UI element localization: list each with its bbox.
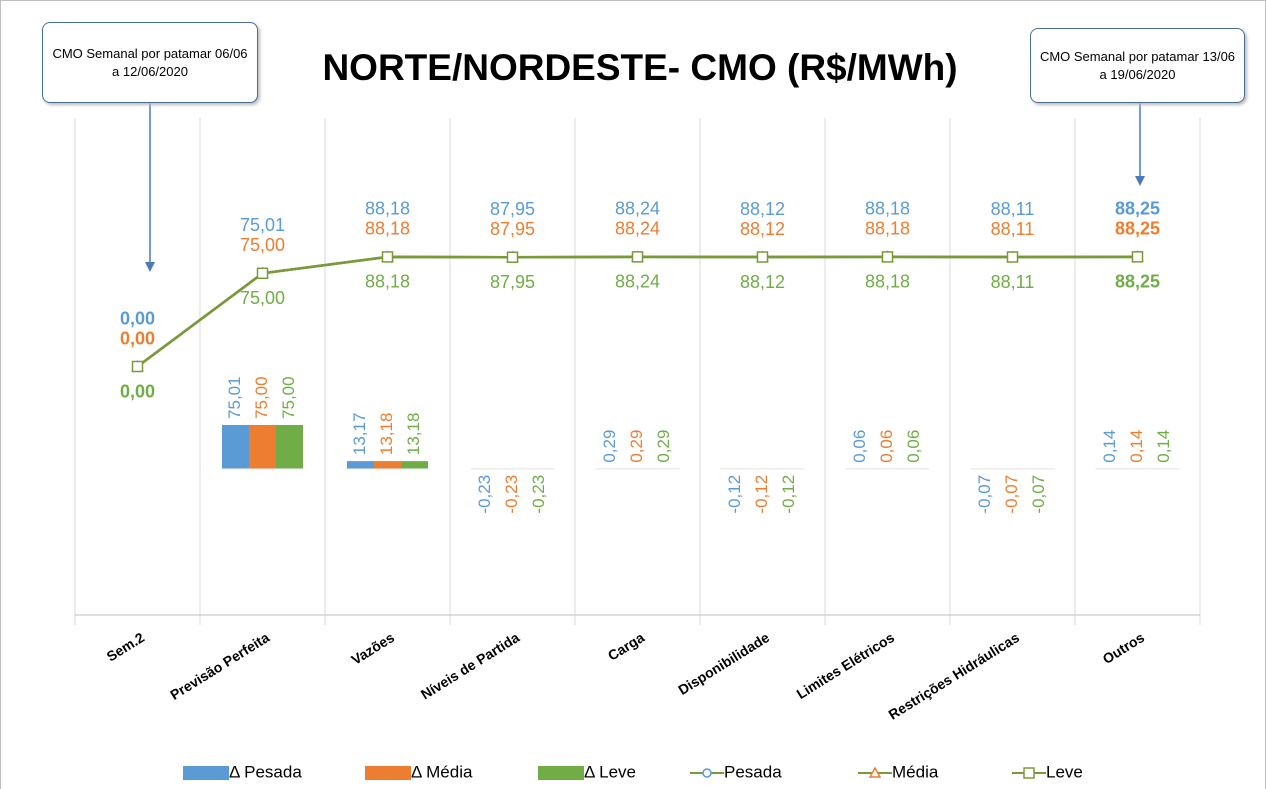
- bar-value-label: -0,07: [975, 475, 994, 514]
- x-tick-label: Limites Elétricos: [794, 629, 898, 702]
- bar-value-label: -0,12: [779, 475, 798, 514]
- marker: [631, 251, 644, 263]
- legend-label: Δ Pesada: [229, 762, 302, 781]
- line-value-label: 88,12: [740, 272, 785, 292]
- marker: [131, 360, 144, 373]
- legend-label: Pesada: [724, 762, 782, 781]
- bar: [249, 424, 276, 469]
- callout: CMO Semanal por patamar 06/06 a 12/06/20…: [42, 22, 258, 103]
- bar-value-label: -0,23: [529, 475, 548, 514]
- bar: [401, 461, 428, 469]
- x-tick-label: Restrições Hidráulicas: [886, 629, 1023, 723]
- line-value-label: 0,00: [120, 381, 155, 401]
- bar-value-label: 0,29: [627, 430, 646, 463]
- line-value-label: 88,12: [740, 199, 785, 219]
- x-tick-label: Outros: [1100, 629, 1148, 667]
- line-value-label: 88,18: [365, 219, 410, 239]
- legend-label: Δ Leve: [584, 762, 636, 781]
- bar-value-label: -0,12: [725, 475, 744, 514]
- bar-value-label: 75,00: [252, 376, 271, 419]
- bar-value-label: 0,06: [904, 430, 923, 463]
- legend-swatch: [538, 766, 584, 780]
- line-value-label: 75,00: [240, 235, 285, 255]
- bar-value-label: 0,06: [850, 430, 869, 463]
- legend-marker: [702, 768, 712, 778]
- line-value-label: 88,24: [615, 272, 660, 292]
- legend-swatch: [365, 766, 411, 780]
- bar-value-label: 0,06: [877, 430, 896, 463]
- line-value-label: 0,00: [120, 308, 155, 328]
- chart-title: NORTE/NORDESTE- CMO (R$/MWh): [322, 47, 957, 88]
- bar-value-label: -0,23: [475, 475, 494, 514]
- marker: [506, 251, 519, 263]
- x-tick-label: Previsão Perfeita: [167, 629, 272, 703]
- bar-value-label: 13,17: [350, 413, 369, 456]
- legend-swatch: [183, 766, 229, 780]
- marker: [1131, 251, 1144, 263]
- bar-value-label: 13,18: [404, 413, 423, 456]
- marker: [381, 251, 394, 263]
- bar-value-label: -0,07: [1029, 475, 1048, 514]
- line-value-label: 87,95: [490, 272, 535, 292]
- bar-value-label: -0,23: [502, 475, 521, 514]
- bar: [222, 424, 249, 469]
- bar-value-label: 0,29: [654, 430, 673, 463]
- bar: [276, 424, 303, 469]
- x-tick-label: Sem.2: [104, 629, 148, 665]
- line-value-label: 87,95: [490, 199, 535, 219]
- line-value-label: 88,18: [365, 272, 410, 292]
- line-value-label: 88,18: [865, 199, 910, 219]
- line-value-label: 88,18: [365, 199, 410, 219]
- bar-value-label: 0,29: [600, 430, 619, 463]
- bar: [347, 461, 374, 469]
- line-value-label: 88,24: [615, 219, 660, 239]
- arrow-head: [145, 262, 155, 272]
- bar-value-label: 0,14: [1127, 430, 1146, 463]
- line-value-label: 88,18: [865, 219, 910, 239]
- x-tick-label: Vazões: [348, 629, 397, 668]
- bar-value-label: 75,01: [225, 376, 244, 419]
- legend-marker: [868, 766, 882, 778]
- x-tick-label: Disponibilidade: [675, 629, 772, 698]
- bar-value-label: -0,12: [752, 475, 771, 514]
- bar-value-label: 0,14: [1154, 430, 1173, 463]
- callout: CMO Semanal por patamar 13/06 a 19/06/20…: [1030, 28, 1245, 103]
- bar-value-label: 0,14: [1100, 430, 1119, 463]
- line-value-label: 75,00: [240, 288, 285, 308]
- arrow-head: [1135, 176, 1145, 186]
- marker: [256, 267, 269, 280]
- line-value-label: 88,11: [991, 219, 1035, 239]
- x-tick-label: Carga: [605, 629, 647, 664]
- line-value-label: 88,11: [991, 199, 1035, 219]
- line-value-label: 75,01: [240, 215, 285, 235]
- legend-label: Δ Média: [411, 762, 473, 781]
- line-value-label: 88,24: [615, 199, 660, 219]
- line-value-label: 88,12: [740, 219, 785, 239]
- legend-marker: [1023, 767, 1035, 779]
- bar-value-label: -0,07: [1002, 475, 1021, 514]
- line-value-label: 88,25: [1115, 272, 1160, 292]
- bar-value-label: 13,18: [377, 413, 396, 456]
- legend-label: Leve: [1046, 762, 1083, 781]
- line-value-label: 0,00: [120, 328, 155, 348]
- marker: [1006, 251, 1019, 263]
- bar: [374, 461, 401, 469]
- legend-label: Média: [892, 762, 939, 781]
- bar-value-label: 75,00: [279, 376, 298, 419]
- x-tick-label: Níveis de Partida: [418, 629, 522, 702]
- line-value-label: 88,25: [1115, 219, 1160, 239]
- marker: [756, 251, 769, 263]
- marker: [881, 251, 894, 263]
- line-value-label: 88,18: [865, 272, 910, 292]
- line-value-label: 87,95: [490, 219, 535, 239]
- line-value-label: 88,11: [991, 272, 1035, 292]
- line-value-label: 88,25: [1115, 199, 1160, 219]
